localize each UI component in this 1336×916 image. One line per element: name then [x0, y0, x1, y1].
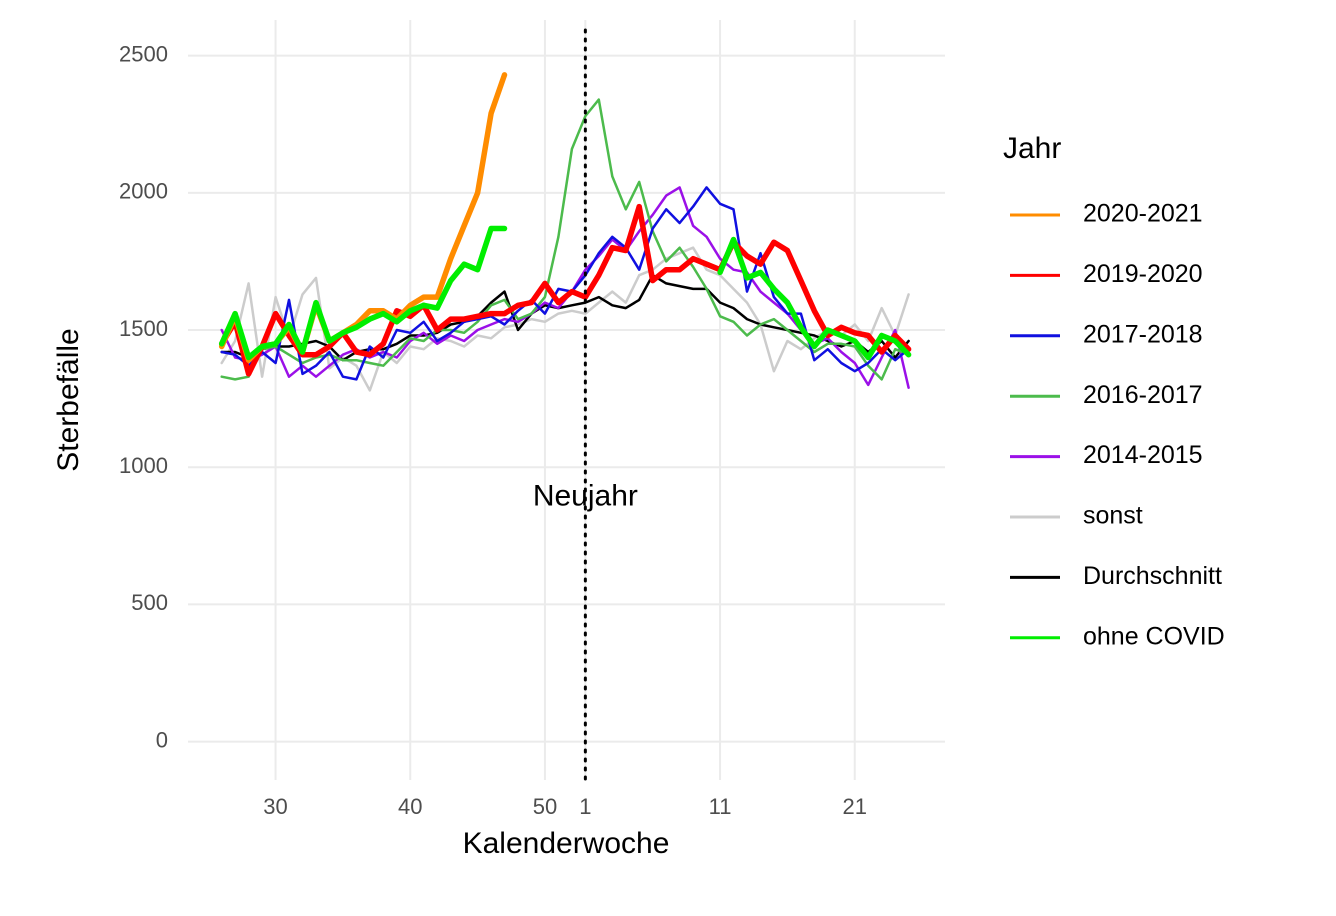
- x-tick-label: 1: [579, 794, 591, 819]
- legend-label: ohne COVID: [1083, 622, 1225, 650]
- legend-label: Durchschnitt: [1083, 562, 1222, 590]
- y-tick-label: 2500: [119, 41, 168, 66]
- y-axis-title: Sterbefälle: [52, 328, 85, 471]
- x-tick-label: 21: [843, 794, 867, 819]
- y-tick-label: 0: [156, 727, 168, 752]
- y-tick-label: 2000: [119, 179, 168, 204]
- x-axis-title: Kalenderwoche: [463, 827, 670, 860]
- legend-label: 2017-2018: [1083, 320, 1203, 348]
- x-tick-label: 30: [263, 794, 287, 819]
- series-line: [218, 225, 912, 361]
- legend-label: 2014-2015: [1083, 441, 1203, 469]
- y-tick-label: 500: [131, 590, 168, 615]
- legend-label: sonst: [1083, 502, 1143, 530]
- legend-label: 2020-2021: [1083, 200, 1203, 228]
- y-tick-label: 1000: [119, 453, 168, 478]
- x-tick-label: 11: [709, 794, 732, 819]
- legend-label: 2019-2020: [1083, 260, 1203, 288]
- series-line: [220, 273, 910, 362]
- legend-label: 2016-2017: [1083, 381, 1203, 409]
- legend-title: Jahr: [1003, 132, 1061, 165]
- vline-label: Neujahr: [533, 480, 638, 513]
- y-tick-label: 1500: [119, 316, 168, 341]
- x-tick-label: 40: [398, 794, 422, 819]
- series-line: [220, 98, 910, 381]
- x-tick-label: 50: [533, 794, 557, 819]
